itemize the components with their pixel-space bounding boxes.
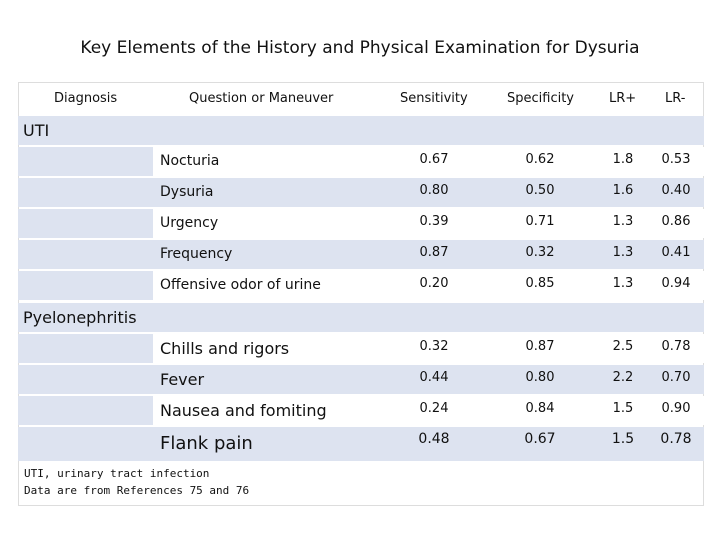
diagnosis-cell [18, 147, 153, 176]
header-specificity: Specificity [507, 91, 574, 106]
lr-negative-cell: 0.90 [641, 401, 711, 416]
sensitivity-cell: 0.20 [399, 276, 469, 291]
header-diagnosis: Diagnosis [54, 91, 117, 106]
sensitivity-cell: 0.48 [399, 431, 469, 447]
diagnosis-cell [18, 240, 153, 269]
lr-negative-cell: 0.78 [641, 431, 711, 447]
specificity-cell: 0.84 [505, 401, 575, 416]
specificity-cell: 0.62 [505, 152, 575, 167]
section-label-uti: UTI [23, 121, 49, 140]
diagnosis-cell [18, 427, 153, 461]
question-cell: Offensive odor of urine [160, 277, 321, 293]
sensitivity-cell: 0.24 [399, 401, 469, 416]
footnote-abbreviation: UTI, urinary tract infection [24, 467, 209, 480]
specificity-cell: 0.50 [505, 183, 575, 198]
question-cell: Nausea and fomiting [160, 401, 327, 420]
sensitivity-cell: 0.44 [399, 370, 469, 385]
section-label-pyelonephritis: Pyelonephritis [23, 308, 137, 327]
diagnosis-cell [18, 178, 153, 207]
sensitivity-cell: 0.32 [399, 339, 469, 354]
question-cell: Fever [160, 370, 204, 389]
question-cell: Nocturia [160, 153, 219, 169]
header-question: Question or Maneuver [189, 91, 333, 106]
specificity-cell: 0.80 [505, 370, 575, 385]
sensitivity-cell: 0.39 [399, 214, 469, 229]
question-cell: Flank pain [160, 433, 253, 454]
diagnosis-cell [18, 271, 153, 300]
lr-negative-cell: 0.53 [641, 152, 711, 167]
slide-title: Key Elements of the History and Physical… [0, 38, 720, 58]
header-sensitivity: Sensitivity [400, 91, 468, 106]
diagnosis-cell [18, 209, 153, 238]
lr-negative-cell: 0.94 [641, 276, 711, 291]
specificity-cell: 0.32 [505, 245, 575, 260]
lr-negative-cell: 0.70 [641, 370, 711, 385]
lr-negative-cell: 0.78 [641, 339, 711, 354]
diagnosis-cell [18, 365, 153, 394]
header-lr-positive: LR+ [609, 91, 636, 106]
question-cell: Frequency [160, 246, 232, 262]
footnote-source: Data are from References 75 and 76 [24, 484, 249, 497]
diagnosis-cell [18, 396, 153, 425]
specificity-cell: 0.85 [505, 276, 575, 291]
header-lr-negative: LR- [665, 91, 685, 106]
sensitivity-cell: 0.67 [399, 152, 469, 167]
specificity-cell: 0.87 [505, 339, 575, 354]
specificity-cell: 0.67 [505, 431, 575, 447]
sensitivity-cell: 0.80 [399, 183, 469, 198]
question-cell: Dysuria [160, 184, 213, 200]
question-cell: Urgency [160, 215, 218, 231]
specificity-cell: 0.71 [505, 214, 575, 229]
lr-negative-cell: 0.40 [641, 183, 711, 198]
lr-negative-cell: 0.41 [641, 245, 711, 260]
lr-negative-cell: 0.86 [641, 214, 711, 229]
diagnosis-cell [18, 334, 153, 363]
sensitivity-cell: 0.87 [399, 245, 469, 260]
question-cell: Chills and rigors [160, 339, 289, 358]
section-band-uti [18, 116, 704, 145]
